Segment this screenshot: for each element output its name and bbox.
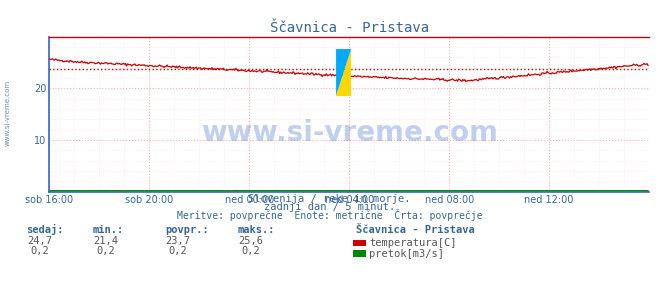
Text: www.si-vreme.com: www.si-vreme.com <box>5 80 11 146</box>
Polygon shape <box>336 49 351 96</box>
Text: temperatura[C]: temperatura[C] <box>369 238 457 248</box>
Text: pretok[m3/s]: pretok[m3/s] <box>369 248 444 259</box>
Text: zadnji dan / 5 minut.: zadnji dan / 5 minut. <box>264 202 395 212</box>
Text: Slovenija / reke in morje.: Slovenija / reke in morje. <box>248 194 411 204</box>
Text: Meritve: povprečne  Enote: metrične  Črta: povprečje: Meritve: povprečne Enote: metrične Črta:… <box>177 210 482 221</box>
Text: 24,7: 24,7 <box>27 236 52 246</box>
Text: 0,2: 0,2 <box>30 246 49 256</box>
Title: Ščavnica - Pristava: Ščavnica - Pristava <box>270 21 429 36</box>
Text: 0,2: 0,2 <box>96 246 115 256</box>
Text: 0,2: 0,2 <box>169 246 187 256</box>
Text: 0,2: 0,2 <box>241 246 260 256</box>
Text: 25,6: 25,6 <box>238 236 263 246</box>
Text: maks.:: maks.: <box>237 225 275 235</box>
Text: sedaj:: sedaj: <box>26 224 64 235</box>
Text: 21,4: 21,4 <box>93 236 118 246</box>
Text: Ščavnica - Pristava: Ščavnica - Pristava <box>356 225 474 235</box>
Text: 23,7: 23,7 <box>165 236 190 246</box>
Text: www.si-vreme.com: www.si-vreme.com <box>201 119 498 147</box>
Polygon shape <box>336 49 351 96</box>
Text: min.:: min.: <box>92 225 123 235</box>
Text: povpr.:: povpr.: <box>165 225 208 235</box>
